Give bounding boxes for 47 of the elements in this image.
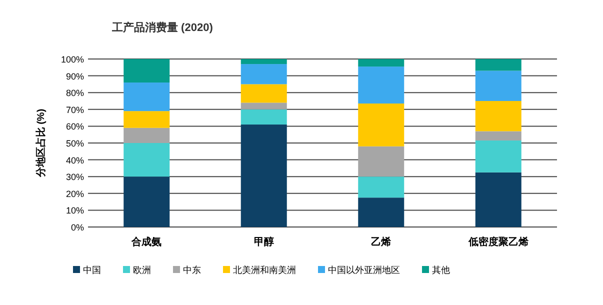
y-tick-label: 20% [66, 188, 84, 199]
y-tick-label: 10% [66, 206, 84, 216]
legend-label: 其他 [432, 265, 450, 275]
y-tick-label: 30% [66, 172, 84, 182]
bar [240, 84, 287, 103]
y-tick-label: 70% [66, 104, 84, 115]
x-tick-label: 乙烯 [371, 236, 392, 248]
bar [475, 131, 522, 140]
legend-label: 中国 [83, 265, 101, 275]
bar [475, 140, 522, 172]
bar [475, 172, 522, 227]
y-tick-label: 60% [66, 122, 84, 132]
legend-label: 北美洲和南美洲 [233, 265, 296, 275]
bar [358, 104, 404, 146]
bar [124, 143, 170, 177]
bar [124, 59, 170, 83]
bar [358, 198, 404, 227]
x-tick-label: 合成氨 [130, 236, 162, 248]
x-tick-label: 低密度聚乙烯 [467, 236, 528, 248]
legend-label: 欧洲 [133, 265, 151, 275]
bar [358, 66, 404, 104]
bar [124, 111, 170, 128]
y-tick-label: 50% [66, 138, 84, 148]
bar [358, 176, 404, 198]
y-tick-label: 90% [66, 71, 84, 82]
y-tick-label: 80% [66, 88, 84, 98]
bar [240, 124, 287, 227]
bar [475, 101, 522, 132]
bar [475, 70, 522, 101]
legend-label: 中国以外亚洲地区 [328, 265, 400, 275]
legend-label: 中东 [183, 265, 201, 275]
x-tick-label: 甲醇 [254, 236, 274, 248]
y-tick-label: 40% [66, 155, 84, 166]
y-axis-title: 分地区占比 (%) [35, 108, 47, 178]
bar [240, 59, 287, 64]
bar [475, 59, 522, 71]
chart-title: 工产品消费量 (2020) [111, 21, 214, 34]
bar [124, 128, 170, 143]
bar [358, 146, 404, 177]
y-tick-label: 0% [70, 222, 84, 232]
bar [240, 102, 287, 110]
bar [240, 64, 287, 84]
bar [358, 59, 404, 67]
bar [124, 176, 170, 227]
y-tick-label: 100% [60, 54, 84, 64]
bar [240, 109, 287, 125]
bar [124, 82, 170, 112]
